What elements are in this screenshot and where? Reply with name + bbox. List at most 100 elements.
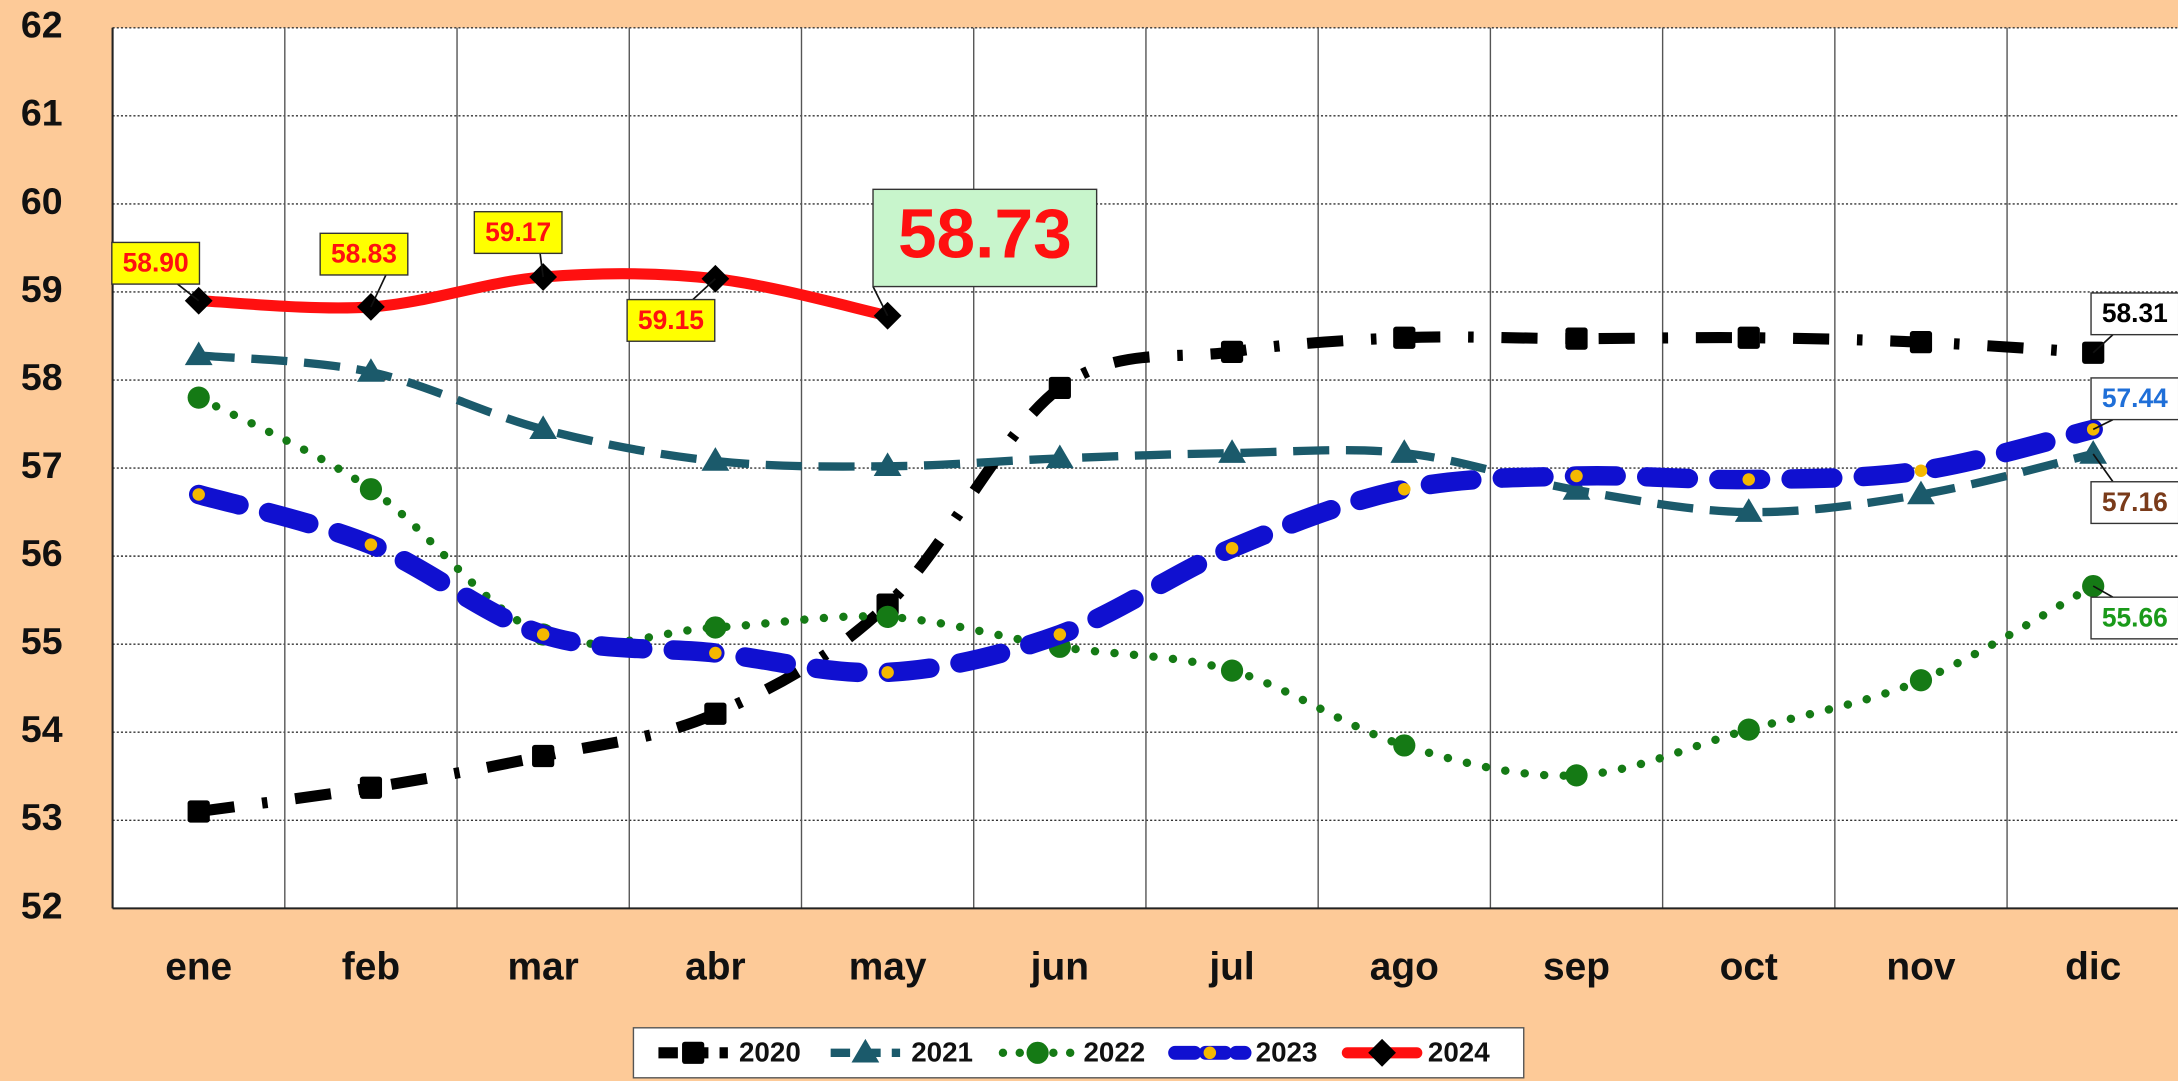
marker [1220, 340, 1244, 363]
marker [701, 447, 730, 471]
value-label: 59.15 [638, 305, 704, 335]
data-label: 58.31 [2090, 292, 2178, 354]
leader-line [872, 286, 889, 317]
value-label: 55.66 [2102, 602, 2168, 632]
series-3 [188, 419, 2103, 683]
value-label: 58.73 [898, 195, 1072, 273]
y-tick-label: 55 [21, 620, 63, 662]
marker [1914, 464, 1928, 477]
marker [532, 744, 555, 768]
label-box [2090, 377, 2178, 421]
marker [1737, 326, 1760, 349]
value-label: 58.31 [2102, 298, 2168, 328]
x-tick-label: ago [1370, 946, 1439, 989]
y-tick-label: 62 [21, 4, 63, 46]
marker [851, 1038, 880, 1063]
y-tick-label: 60 [21, 180, 63, 222]
marker [1565, 764, 1588, 787]
line [194, 393, 2098, 780]
marker [1734, 498, 1763, 522]
marker [364, 538, 378, 551]
series-2 [187, 386, 2105, 787]
marker [876, 605, 899, 628]
leader-line [692, 278, 716, 301]
marker [1393, 326, 1416, 349]
label-box [319, 232, 409, 276]
marker [187, 386, 210, 409]
x-tick-label: mar [507, 946, 578, 989]
marker [1220, 659, 1244, 682]
series-0 [187, 326, 2105, 823]
marker [1026, 1041, 1049, 1064]
x-tick-label: dic [2065, 946, 2121, 989]
leader-line [177, 283, 200, 302]
leader-line [2092, 585, 2114, 598]
leader-line [370, 274, 387, 308]
label-box [473, 211, 563, 255]
marker [1203, 1046, 1217, 1060]
value-label: 58.90 [123, 248, 189, 278]
line [188, 419, 2103, 683]
leader-line [2092, 418, 2114, 431]
value-label: 58.83 [331, 239, 397, 269]
marker [1742, 473, 1755, 486]
marker [1565, 327, 1588, 350]
label-box [111, 241, 201, 285]
label-box [2090, 481, 2178, 525]
marker [192, 488, 205, 501]
marker [1909, 331, 1933, 354]
value-label: 57.44 [2102, 383, 2168, 413]
x-tick-label: abr [685, 946, 746, 989]
y-tick-label: 57 [21, 444, 63, 486]
line [197, 331, 2094, 817]
value-label: 59.17 [485, 217, 551, 247]
value-label: 57.16 [2102, 487, 2168, 517]
marker [1048, 376, 1071, 400]
marker [1570, 469, 1583, 483]
x-tick-label: may [849, 946, 927, 989]
marker [359, 478, 383, 501]
marker [1909, 669, 1933, 692]
marker [1393, 734, 1416, 757]
marker [682, 1041, 705, 1064]
data-label: 58.90 [111, 241, 201, 302]
label-box [2090, 596, 2178, 640]
data-label: 58.73 [872, 188, 1098, 317]
marker [881, 666, 894, 679]
marker [1218, 439, 1246, 463]
marker [1390, 439, 1419, 463]
data-label: 57.44 [2090, 377, 2178, 431]
legend-label: 2020 [739, 1037, 801, 1068]
label-box [872, 188, 1098, 288]
leader-line [539, 253, 544, 278]
series-1 [184, 341, 2108, 522]
marker [704, 702, 727, 725]
y-tick-label: 58 [21, 356, 63, 398]
y-tick-label: 54 [21, 708, 63, 750]
label-box [626, 298, 716, 342]
x-tick-label: oct [1720, 946, 1778, 989]
x-tick-label: jul [1208, 946, 1254, 989]
leader-line [2092, 334, 2114, 354]
marker [2079, 440, 2108, 464]
data-label: 55.66 [2090, 585, 2178, 640]
legend-label: 2023 [1256, 1037, 1318, 1068]
x-tick-label: nov [1886, 946, 1955, 989]
legend-label: 2021 [911, 1037, 973, 1068]
marker [1053, 628, 1067, 641]
marker [184, 341, 213, 366]
marker [1562, 476, 1591, 500]
marker [1398, 482, 1411, 496]
marker [709, 646, 722, 660]
x-tick-label: ene [165, 946, 232, 989]
data-label: 59.17 [473, 211, 563, 278]
label-box [2090, 292, 2178, 336]
x-tick-label: feb [342, 946, 400, 989]
marker [873, 452, 902, 477]
marker [704, 616, 727, 639]
data-label: 59.15 [626, 278, 716, 342]
y-tick-label: 52 [21, 884, 63, 926]
x-tick-label: jun [1030, 946, 1089, 989]
